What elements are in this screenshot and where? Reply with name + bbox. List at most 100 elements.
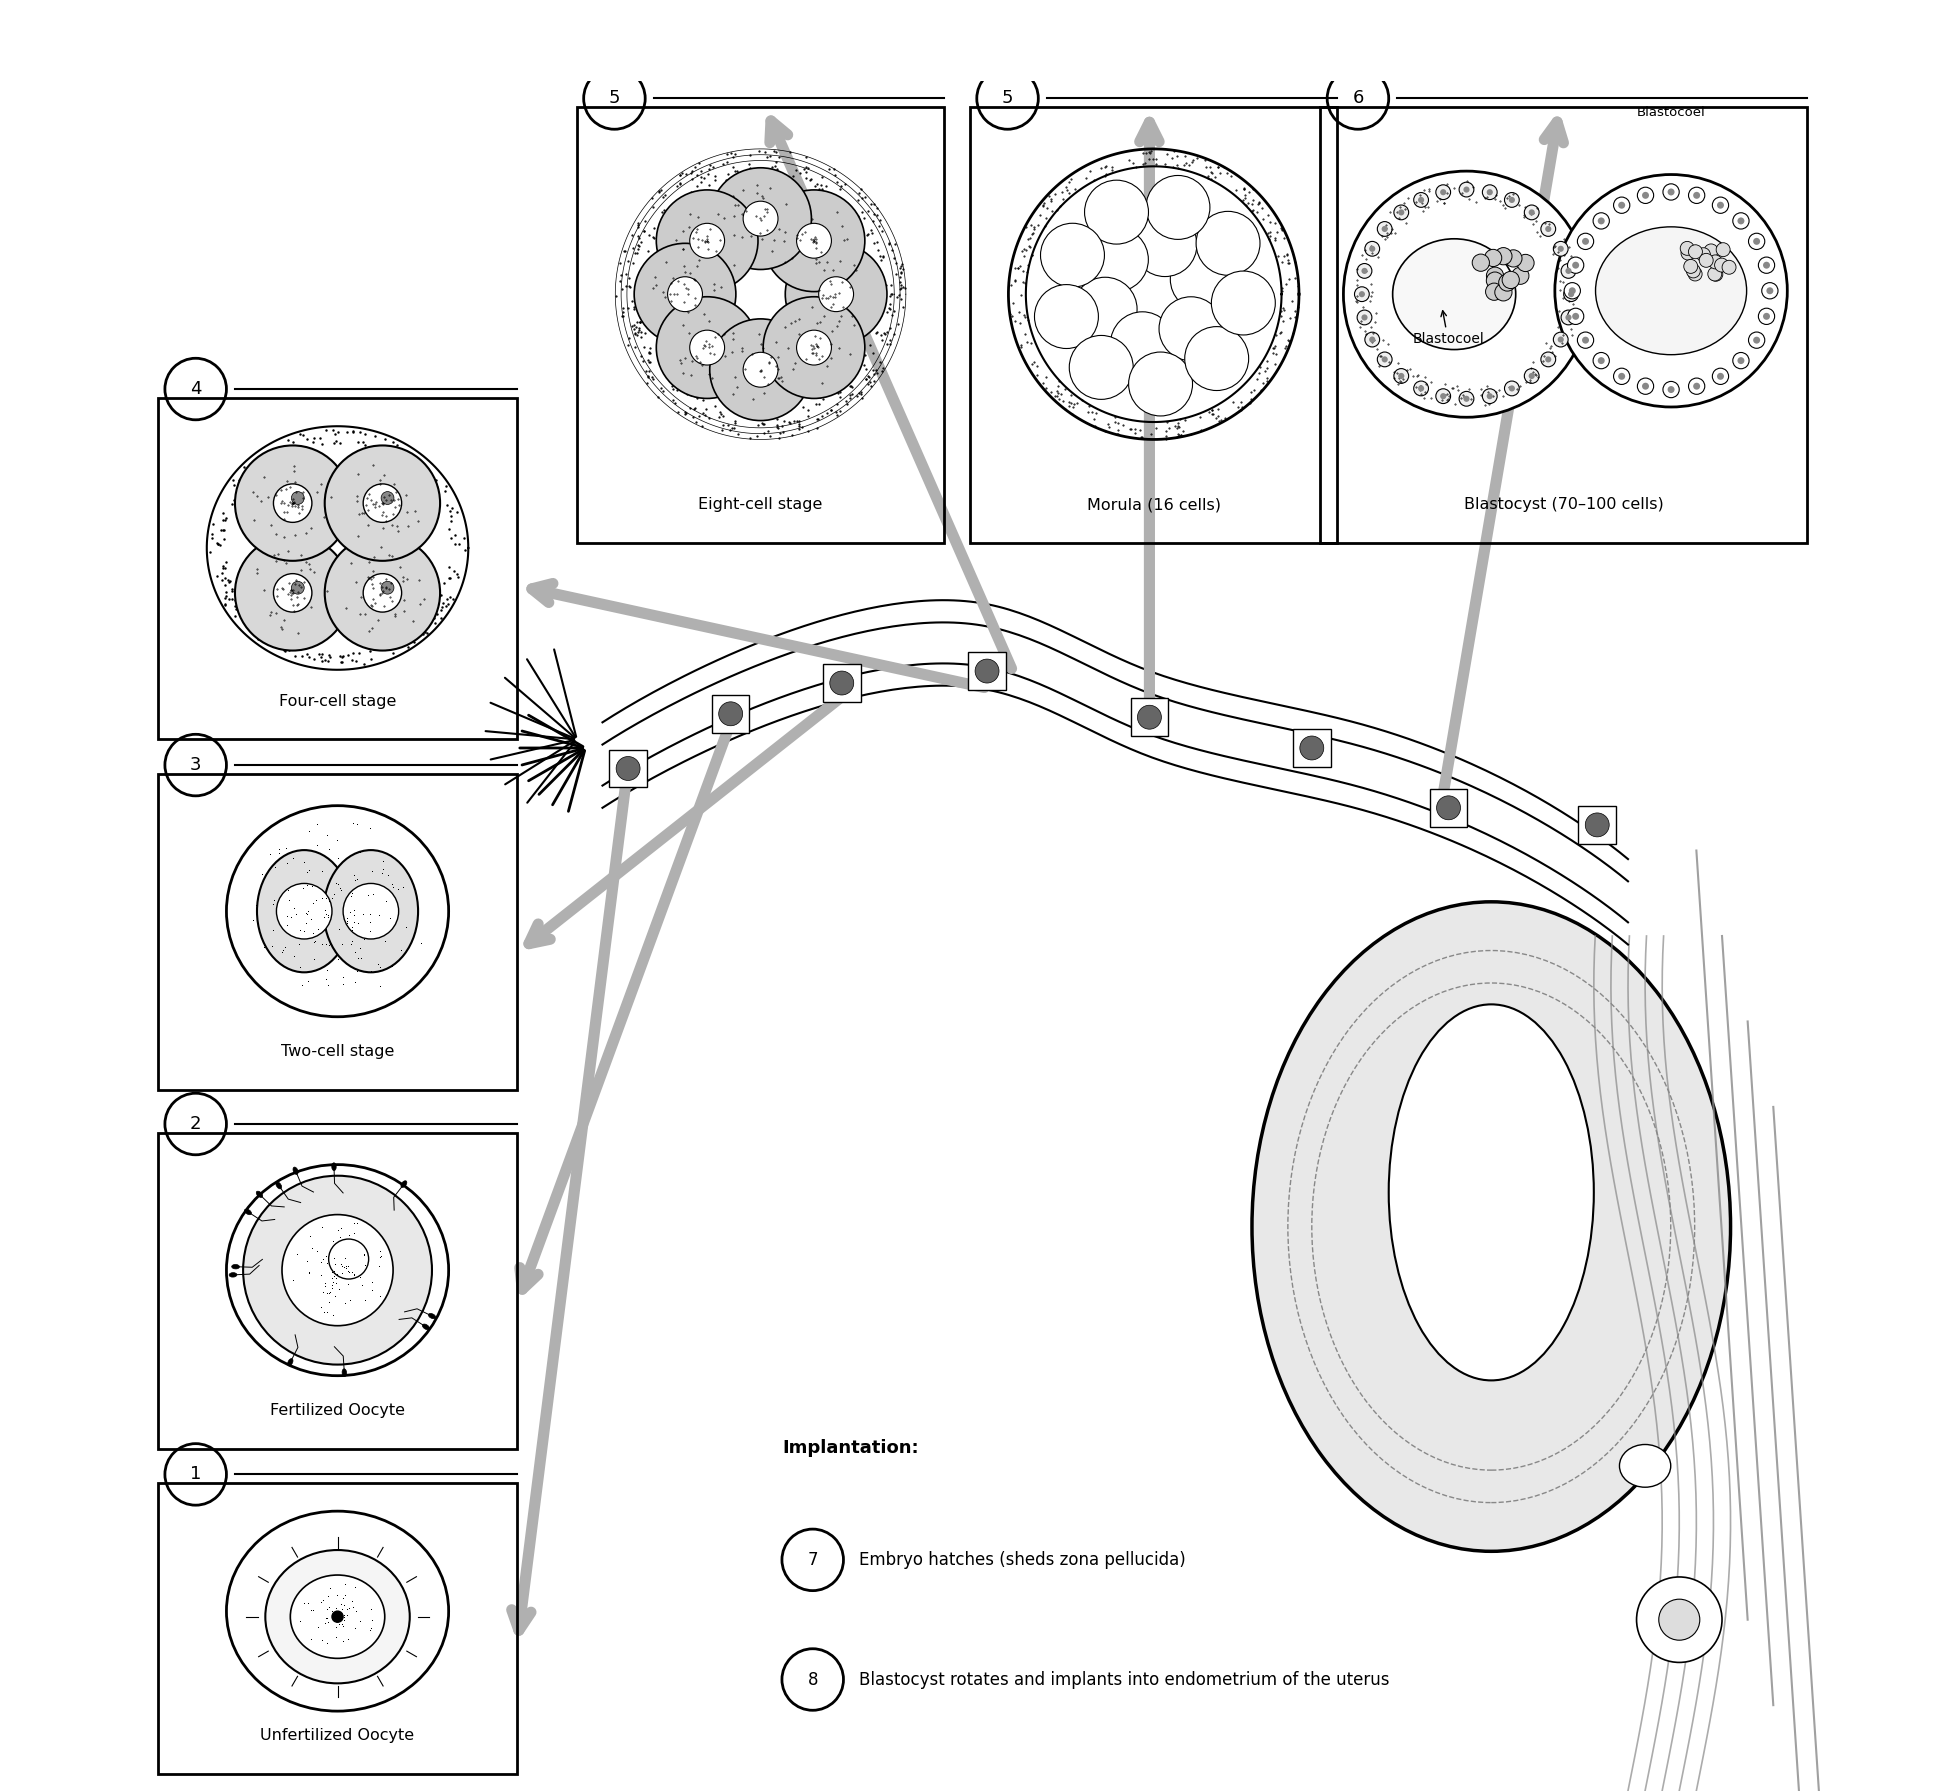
Circle shape (382, 581, 393, 595)
Circle shape (364, 573, 401, 613)
Circle shape (1716, 202, 1724, 208)
Circle shape (1370, 337, 1376, 342)
Ellipse shape (245, 1210, 250, 1215)
Circle shape (1722, 260, 1736, 274)
Ellipse shape (256, 849, 352, 973)
Circle shape (1035, 285, 1098, 348)
Circle shape (1147, 176, 1209, 240)
Ellipse shape (1568, 256, 1583, 274)
Circle shape (1528, 210, 1534, 215)
Ellipse shape (266, 1550, 409, 1683)
Circle shape (1397, 373, 1405, 380)
Circle shape (1546, 357, 1552, 362)
Circle shape (282, 1215, 393, 1326)
Circle shape (1299, 737, 1323, 760)
Circle shape (1681, 246, 1695, 260)
Text: Unfertilized Oocyte: Unfertilized Oocyte (260, 1727, 415, 1744)
Circle shape (1705, 244, 1718, 258)
Circle shape (1618, 202, 1624, 208)
Circle shape (1509, 385, 1515, 391)
Circle shape (1738, 217, 1744, 224)
Circle shape (1528, 373, 1534, 380)
Text: Fertilized Oocyte: Fertilized Oocyte (270, 1403, 405, 1417)
Ellipse shape (1540, 351, 1556, 367)
Ellipse shape (1554, 242, 1568, 256)
Circle shape (1382, 226, 1388, 231)
Text: Morula (16 cells): Morula (16 cells) (1086, 496, 1221, 513)
Ellipse shape (1620, 1444, 1671, 1487)
Circle shape (744, 201, 779, 237)
Circle shape (1753, 238, 1759, 246)
Circle shape (796, 330, 832, 366)
Ellipse shape (1615, 367, 1630, 385)
Ellipse shape (401, 1181, 407, 1188)
Circle shape (1159, 297, 1223, 360)
Circle shape (1487, 392, 1493, 400)
Bar (712, 695, 750, 733)
Ellipse shape (1252, 901, 1730, 1552)
Ellipse shape (1712, 197, 1728, 213)
Circle shape (689, 224, 724, 258)
Text: Blastocoel: Blastocoel (1413, 310, 1483, 346)
Circle shape (1683, 260, 1699, 274)
Ellipse shape (1364, 332, 1380, 348)
Ellipse shape (1481, 185, 1497, 199)
Ellipse shape (1356, 263, 1372, 278)
Circle shape (763, 297, 865, 398)
Ellipse shape (1568, 308, 1583, 324)
Circle shape (1487, 190, 1493, 195)
Ellipse shape (1562, 263, 1575, 278)
Ellipse shape (429, 1314, 436, 1319)
Ellipse shape (1564, 287, 1579, 301)
Circle shape (1546, 226, 1552, 231)
Ellipse shape (1689, 186, 1705, 204)
Ellipse shape (1577, 233, 1593, 249)
Circle shape (1419, 385, 1425, 391)
Ellipse shape (1389, 1004, 1593, 1380)
Ellipse shape (1356, 310, 1372, 324)
Circle shape (274, 484, 311, 521)
Circle shape (325, 446, 440, 561)
Circle shape (1472, 254, 1489, 271)
Circle shape (1397, 210, 1405, 215)
Circle shape (235, 446, 350, 561)
Circle shape (342, 883, 399, 939)
Ellipse shape (1505, 382, 1519, 396)
Circle shape (1440, 190, 1446, 195)
Ellipse shape (290, 1575, 386, 1658)
Ellipse shape (1615, 197, 1630, 213)
Text: Eight-cell stage: Eight-cell stage (699, 496, 822, 513)
Circle shape (1084, 181, 1149, 244)
Ellipse shape (1732, 213, 1750, 229)
Circle shape (1464, 186, 1470, 194)
Bar (609, 749, 648, 787)
Ellipse shape (1436, 185, 1450, 199)
Circle shape (1133, 213, 1198, 276)
Circle shape (1440, 392, 1446, 400)
Circle shape (364, 484, 401, 521)
Ellipse shape (1540, 222, 1556, 237)
Circle shape (329, 1238, 368, 1279)
Text: Four-cell stage: Four-cell stage (278, 694, 395, 708)
Circle shape (744, 353, 779, 387)
Circle shape (1571, 262, 1579, 269)
Circle shape (1687, 263, 1701, 278)
Ellipse shape (1481, 389, 1497, 403)
Circle shape (1570, 287, 1575, 294)
Ellipse shape (1460, 183, 1474, 197)
Ellipse shape (1663, 185, 1679, 201)
Circle shape (1597, 217, 1605, 224)
Text: Implantation:: Implantation: (783, 1439, 918, 1457)
Ellipse shape (1378, 222, 1391, 237)
Ellipse shape (1689, 378, 1705, 394)
Circle shape (1585, 814, 1609, 837)
Circle shape (1667, 385, 1675, 392)
Circle shape (292, 581, 303, 595)
Text: 7: 7 (808, 1550, 818, 1568)
Circle shape (325, 536, 440, 650)
Text: 8: 8 (808, 1670, 818, 1688)
Circle shape (1642, 192, 1650, 199)
Circle shape (1370, 246, 1376, 253)
Circle shape (333, 1611, 342, 1622)
Circle shape (1129, 351, 1192, 416)
